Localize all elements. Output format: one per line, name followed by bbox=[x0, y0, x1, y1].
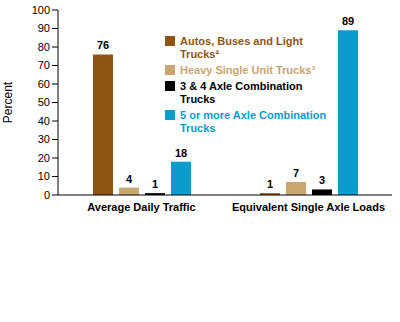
svg-text:0: 0 bbox=[44, 189, 50, 201]
svg-text:80: 80 bbox=[38, 41, 50, 53]
svg-text:4: 4 bbox=[126, 173, 133, 185]
svg-text:89: 89 bbox=[342, 15, 354, 27]
svg-text:90: 90 bbox=[38, 22, 50, 34]
svg-text:50: 50 bbox=[38, 96, 50, 108]
svg-text:40: 40 bbox=[38, 115, 50, 127]
html-text:Autos, Buses and Light Trucks²: Autos, Buses and Light Trucks² bbox=[180, 35, 303, 60]
svg-text:100: 100 bbox=[32, 4, 50, 16]
html-text:5 or more Axle Combination Tru: 5 or more Axle Combination Trucks bbox=[180, 109, 327, 134]
html-text:Heavy Single Unit Trucks³: Heavy Single Unit Trucks³ bbox=[180, 64, 316, 76]
svg-text:1: 1 bbox=[267, 178, 273, 190]
svg-text:Equivalent Single Axle Loads: Equivalent Single Axle Loads bbox=[232, 201, 385, 213]
svg-text:Percent: Percent bbox=[8, 81, 15, 123]
svg-text:10: 10 bbox=[38, 170, 50, 182]
svg-text:Average Daily Traffic: Average Daily Traffic bbox=[87, 201, 195, 213]
svg-text:30: 30 bbox=[38, 133, 50, 145]
svg-text:18: 18 bbox=[175, 147, 187, 159]
svg-text:76: 76 bbox=[97, 39, 109, 51]
svg-text:70: 70 bbox=[38, 59, 50, 71]
svg-text:20: 20 bbox=[38, 152, 50, 164]
svg-text:7: 7 bbox=[293, 167, 299, 179]
html-text:3 & 4 Axle Combination Trucks: 3 & 4 Axle Combination Trucks bbox=[180, 80, 303, 105]
svg-text:1: 1 bbox=[152, 178, 158, 190]
svg-text:3: 3 bbox=[319, 174, 325, 186]
svg-text:60: 60 bbox=[38, 78, 50, 90]
